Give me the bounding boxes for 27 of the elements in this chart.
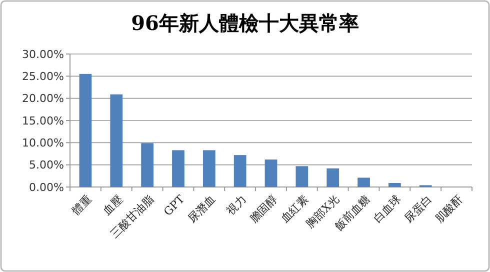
x-tick-label: 白血球 [371,192,404,226]
y-tick-label: 20.00% [22,92,64,106]
bar [141,143,154,187]
chart-title: 96年新人體檢十大異常率 [131,11,359,35]
x-tick-label: 肌酸酐 [432,192,466,226]
bar [202,150,216,187]
bar [358,178,370,187]
y-tick-label: 15.00% [22,114,64,128]
bar [264,160,278,187]
x-tick-label: 尿潛血 [185,192,218,226]
bar [172,150,184,187]
bar [79,74,92,187]
y-tick-label: 10.00% [22,136,64,150]
x-tick-label: 尿蛋白 [402,192,434,226]
bar [110,94,123,187]
x-tick-label: 體重 [70,192,94,218]
x-tick-label: 膽固醇 [247,192,280,226]
x-tick-label: 視力 [224,192,249,218]
y-tick-label: 25.00% [22,70,64,84]
y-tick-label: 0.00% [29,180,64,194]
bar [296,166,308,187]
bar [388,183,401,187]
y-tick-label: 30.00% [22,48,64,61]
x-tick-label: 血壓 [100,192,126,218]
bar [234,155,246,187]
y-tick-label: 5.00% [29,158,64,172]
bar [326,168,340,187]
